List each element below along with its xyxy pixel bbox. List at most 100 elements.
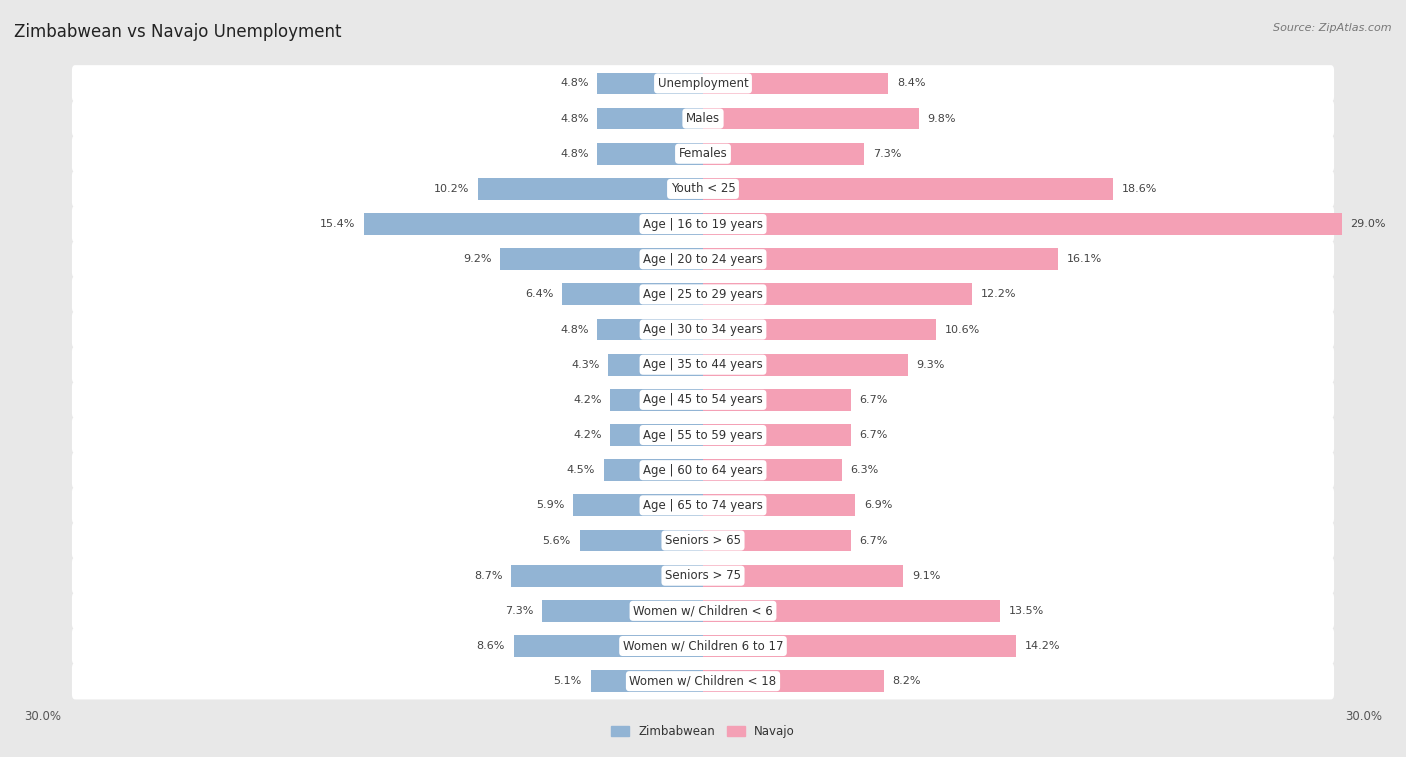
Text: Males: Males (686, 112, 720, 125)
Bar (703, 494, 855, 516)
Bar (703, 319, 936, 341)
FancyBboxPatch shape (72, 170, 1334, 207)
FancyBboxPatch shape (72, 663, 1334, 699)
FancyBboxPatch shape (72, 452, 1334, 488)
Bar (703, 670, 883, 692)
Bar (562, 283, 703, 305)
FancyBboxPatch shape (72, 557, 1334, 594)
FancyBboxPatch shape (72, 206, 1334, 242)
Text: 15.4%: 15.4% (319, 219, 354, 229)
Bar (598, 107, 703, 129)
Bar (598, 143, 703, 164)
Bar (591, 670, 703, 692)
Text: 6.7%: 6.7% (859, 395, 887, 405)
Text: 6.9%: 6.9% (863, 500, 893, 510)
Text: 16.1%: 16.1% (1066, 254, 1102, 264)
Text: 7.3%: 7.3% (873, 148, 901, 159)
Bar (703, 600, 1001, 621)
Text: Seniors > 75: Seniors > 75 (665, 569, 741, 582)
Text: 8.2%: 8.2% (893, 676, 921, 686)
Text: 5.6%: 5.6% (543, 535, 571, 546)
Text: 8.7%: 8.7% (474, 571, 502, 581)
Bar (703, 389, 851, 411)
Bar (579, 530, 703, 551)
Text: Age | 55 to 59 years: Age | 55 to 59 years (643, 428, 763, 441)
Bar (598, 319, 703, 341)
Bar (703, 178, 1112, 200)
Text: 10.6%: 10.6% (945, 325, 980, 335)
Bar (703, 424, 851, 446)
Text: 9.1%: 9.1% (912, 571, 941, 581)
Text: Age | 20 to 24 years: Age | 20 to 24 years (643, 253, 763, 266)
FancyBboxPatch shape (72, 136, 1334, 172)
Bar (574, 494, 703, 516)
Text: Women w/ Children < 6: Women w/ Children < 6 (633, 604, 773, 617)
Text: 4.8%: 4.8% (560, 79, 589, 89)
FancyBboxPatch shape (72, 311, 1334, 347)
Text: Seniors > 65: Seniors > 65 (665, 534, 741, 547)
FancyBboxPatch shape (72, 628, 1334, 665)
FancyBboxPatch shape (72, 241, 1334, 278)
Text: 5.1%: 5.1% (554, 676, 582, 686)
Text: 6.7%: 6.7% (859, 535, 887, 546)
Bar (703, 248, 1057, 270)
FancyBboxPatch shape (72, 417, 1334, 453)
Legend: Zimbabwean, Navajo: Zimbabwean, Navajo (606, 721, 800, 743)
Text: Age | 60 to 64 years: Age | 60 to 64 years (643, 464, 763, 477)
FancyBboxPatch shape (72, 100, 1334, 137)
Text: Women w/ Children 6 to 17: Women w/ Children 6 to 17 (623, 640, 783, 653)
Bar (501, 248, 703, 270)
FancyBboxPatch shape (72, 382, 1334, 418)
Bar (610, 424, 703, 446)
Text: 4.3%: 4.3% (571, 360, 599, 369)
Text: 29.0%: 29.0% (1351, 219, 1386, 229)
Text: 14.2%: 14.2% (1025, 641, 1060, 651)
Text: 9.2%: 9.2% (463, 254, 492, 264)
Text: 6.3%: 6.3% (851, 466, 879, 475)
Bar (610, 389, 703, 411)
Bar (703, 107, 920, 129)
Text: 6.4%: 6.4% (524, 289, 553, 299)
Bar (703, 565, 904, 587)
Text: Unemployment: Unemployment (658, 77, 748, 90)
Bar (703, 73, 889, 95)
Bar (478, 178, 703, 200)
Bar (598, 73, 703, 95)
Text: Source: ZipAtlas.com: Source: ZipAtlas.com (1274, 23, 1392, 33)
Text: 4.8%: 4.8% (560, 148, 589, 159)
Text: Females: Females (679, 148, 727, 160)
Text: Age | 65 to 74 years: Age | 65 to 74 years (643, 499, 763, 512)
Text: 4.2%: 4.2% (574, 395, 602, 405)
Text: Age | 16 to 19 years: Age | 16 to 19 years (643, 217, 763, 231)
Bar (364, 213, 703, 235)
Bar (609, 354, 703, 375)
Text: Youth < 25: Youth < 25 (671, 182, 735, 195)
Bar (703, 213, 1341, 235)
Text: 8.6%: 8.6% (477, 641, 505, 651)
FancyBboxPatch shape (72, 276, 1334, 313)
FancyBboxPatch shape (72, 65, 1334, 101)
Text: Age | 45 to 54 years: Age | 45 to 54 years (643, 394, 763, 407)
Bar (605, 459, 703, 481)
FancyBboxPatch shape (72, 347, 1334, 383)
Bar (512, 565, 703, 587)
Text: Age | 25 to 29 years: Age | 25 to 29 years (643, 288, 763, 301)
FancyBboxPatch shape (72, 487, 1334, 524)
Text: 4.2%: 4.2% (574, 430, 602, 440)
Text: Age | 30 to 34 years: Age | 30 to 34 years (643, 323, 763, 336)
Text: 18.6%: 18.6% (1122, 184, 1157, 194)
Text: 6.7%: 6.7% (859, 430, 887, 440)
Text: 12.2%: 12.2% (980, 289, 1017, 299)
Bar (703, 143, 863, 164)
Text: 10.2%: 10.2% (434, 184, 470, 194)
Text: 5.9%: 5.9% (536, 500, 564, 510)
Text: 9.8%: 9.8% (928, 114, 956, 123)
FancyBboxPatch shape (72, 593, 1334, 629)
Bar (703, 530, 851, 551)
Text: Age | 35 to 44 years: Age | 35 to 44 years (643, 358, 763, 371)
Bar (703, 354, 908, 375)
Text: 13.5%: 13.5% (1010, 606, 1045, 616)
Bar (703, 459, 842, 481)
FancyBboxPatch shape (72, 522, 1334, 559)
Text: 7.3%: 7.3% (505, 606, 533, 616)
